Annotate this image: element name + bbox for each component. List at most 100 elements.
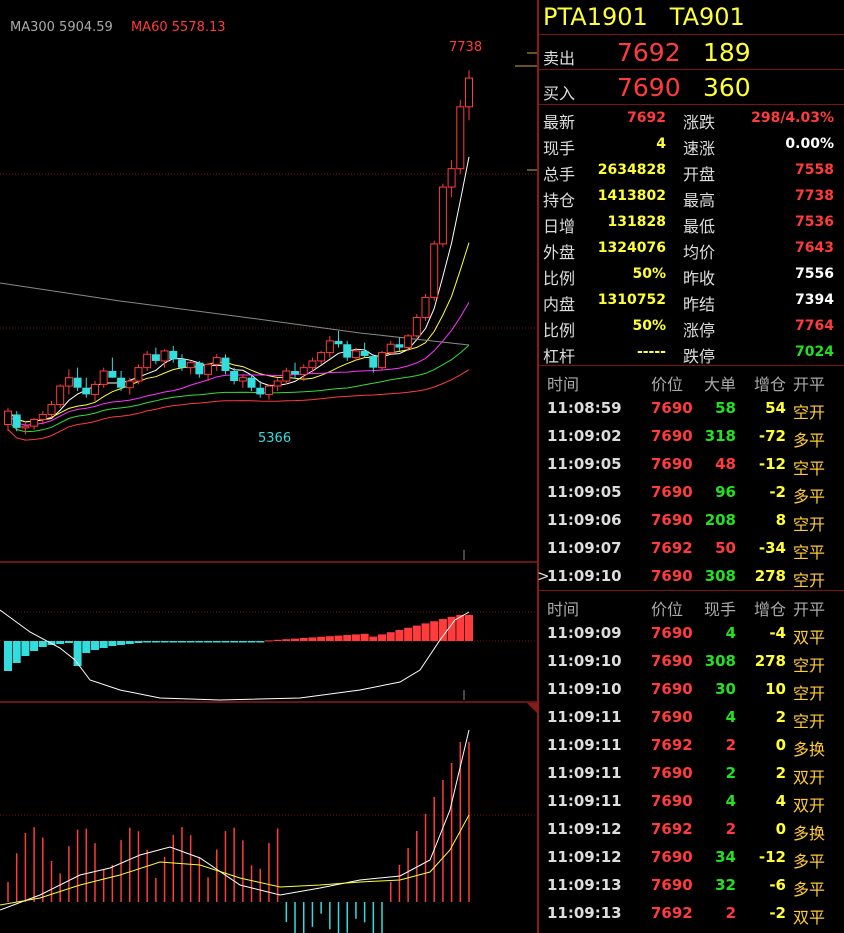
candle-body [247,377,256,388]
bid-row[interactable]: 买入 7690 360 [539,70,844,105]
macd-bar [212,641,221,643]
ask-row[interactable]: 卖出 7692 189 [539,35,844,70]
ma300-line [0,282,470,346]
table-row[interactable]: 11:09:11 7690 4 4 双开 [539,787,844,815]
macd-bar [4,641,12,671]
table-row[interactable]: 11:09:10 7690 308 278 空开 [539,647,844,675]
candle-body [378,352,387,369]
macd-bar [264,640,273,642]
table-row[interactable]: 11:09:11 7692 2 0 多换 [539,731,844,759]
table-row[interactable]: 11:09:05 7690 96 -2 多平 [539,478,844,506]
stat-value: 7558 [795,162,834,178]
macd-bar [404,627,413,641]
candle-body [386,343,395,354]
tick-type: 双开 [793,796,826,815]
tick-price: 7690 [651,680,693,698]
table-row[interactable]: 11:09:13 7692 2 -2 双平 [539,899,844,927]
macd-bar [195,641,204,643]
candle-body [177,359,186,368]
macd-bar [395,630,404,641]
candle-body [143,353,152,369]
stat-value: 1413802 [597,188,666,204]
candle-body [204,363,213,375]
candle-body [291,370,300,375]
table-row[interactable]: 11:09:10 7690 30 10 空开 [539,675,844,703]
tick-time: 11:09:02 [547,427,622,445]
table-row[interactable]: 11:09:07 7692 50 -34 空平 [539,534,844,562]
ma-line [7,302,470,426]
tick-type: 空开 [793,403,826,422]
candle-body [99,370,108,385]
tick-delta: -4 [769,624,786,642]
candlestick-chart[interactable]: MA300 5904.59 MA60 5578.13 7738 5366 [0,0,537,933]
tick-type: 多平 [793,431,826,450]
candle-body [64,377,73,387]
stat-value: ----- [636,344,666,360]
tick-delta: -2 [769,483,786,501]
tick-delta: 8 [775,511,786,529]
macd-bar [351,634,360,641]
table-row[interactable]: 11:08:59 7690 58 54 空开 [539,394,844,422]
tick-size: 4 [725,792,736,810]
stat-value: 1324076 [597,240,666,256]
tick-type: 双平 [793,628,826,647]
candle-body [369,355,378,368]
macd-bar [143,641,152,643]
stat-row: 总手 2634828 开盘 7558 [539,157,844,184]
macd-bar [204,641,213,643]
candle-body [238,377,247,382]
table-header: 时间 价位 大单 增仓 开平 [539,366,844,394]
tick-size: 208 [704,511,736,529]
ma-line [7,369,470,441]
chart-canvas[interactable] [0,0,537,933]
table-row[interactable]: 11:09:06 7690 208 8 空开 [539,506,844,534]
stat-label: 最高 [683,191,716,210]
candle-body [343,344,352,358]
candle-body [299,367,308,375]
table-row[interactable]: 11:09:12 7692 2 0 多换 [539,815,844,843]
tick-price: 7692 [651,736,693,754]
tick-price: 7690 [651,455,693,473]
tick-price: 7690 [651,511,693,529]
candle-body [230,370,239,382]
tick-size: 34 [715,848,736,866]
table-row[interactable]: 11:09:12 7690 34 -12 多平 [539,843,844,871]
candle-body [360,350,369,356]
tick-size: 308 [704,567,736,585]
macd-bar [325,636,334,641]
tick-delta: -6 [769,876,786,894]
macd-bar [125,641,134,644]
table-row[interactable]: 11:09:11 7690 2 2 双开 [539,759,844,787]
tick-type: 双开 [793,768,826,787]
tick-time: 11:09:13 [547,904,622,922]
stat-label: 均价 [683,243,716,262]
tick-price: 7692 [651,820,693,838]
candle-body [264,385,273,395]
table-row[interactable]: 11:09:13 7690 32 -6 多平 [539,871,844,899]
ask-volume: 189 [703,38,751,67]
candle-body [30,418,39,427]
table-row[interactable]: 11:09:09 7690 4 -4 双平 [539,619,844,647]
stat-value: 1310752 [597,292,666,308]
table-row[interactable]: 11:09:11 7690 4 2 空开 [539,703,844,731]
table-row[interactable]: 11:09:05 7690 48 -12 空平 [539,450,844,478]
macd-bar [317,636,326,641]
ma-line [7,344,470,433]
table-row[interactable]: 11:09:02 7690 318 -72 多平 [539,422,844,450]
macd-bar [169,641,178,643]
candle-body [169,350,178,360]
tick-time: 11:09:11 [547,792,622,810]
stat-label: 内盘 [543,295,576,314]
tick-time: 11:09:10 [547,652,622,670]
column-header: 时间 [547,600,580,619]
tick-delta: -72 [758,427,786,445]
macd-bar [56,641,65,644]
symbol-code: TA901 [669,3,745,31]
table-row[interactable]: >11:09:10 7690 308 278 空开 [537,562,844,590]
stat-row: 现手 4 速涨 0.00% [539,131,844,158]
macd-bar [386,632,395,641]
stat-label: 现手 [543,139,576,158]
tick-price: 7690 [651,848,693,866]
tick-size: 308 [704,652,736,670]
tick-delta: -34 [758,539,786,557]
